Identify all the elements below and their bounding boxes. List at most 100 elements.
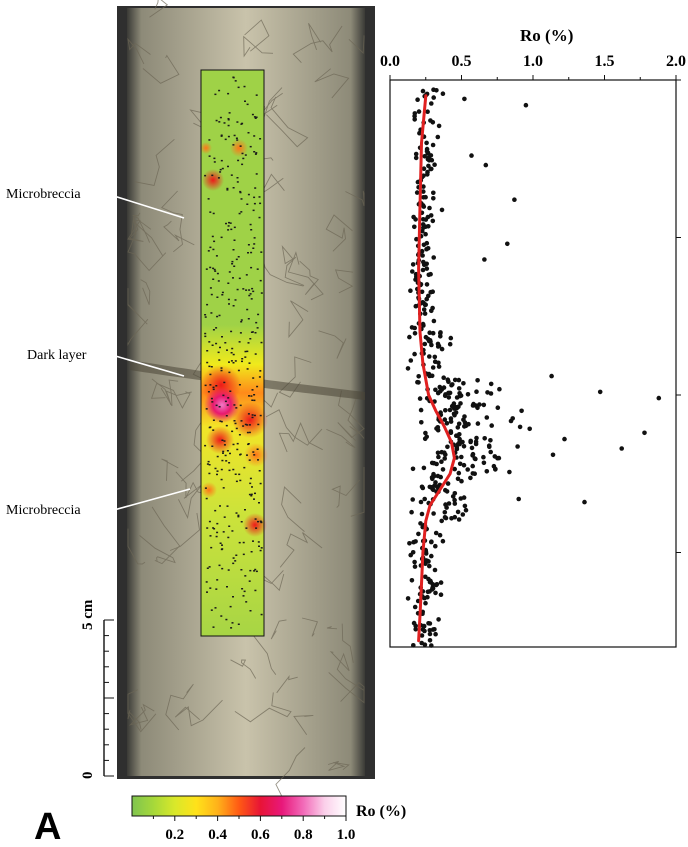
- data-point: [422, 311, 428, 316]
- data-point: [549, 373, 554, 379]
- measurement-point: [254, 518, 257, 520]
- measurement-point: [249, 482, 252, 485]
- data-point: [430, 289, 436, 295]
- measurement-point: [244, 154, 247, 156]
- measurement-point: [213, 240, 216, 243]
- data-point: [412, 604, 418, 610]
- measurement-point: [258, 376, 261, 378]
- measurement-point: [229, 222, 232, 224]
- measurement-point: [253, 202, 256, 205]
- data-point: [412, 331, 418, 336]
- data-point: [439, 387, 445, 392]
- measurement-point: [239, 191, 242, 194]
- measurement-point: [205, 581, 208, 583]
- measurement-point: [238, 384, 241, 386]
- measurement-point: [249, 569, 252, 572]
- data-point: [455, 509, 461, 515]
- measurement-point: [223, 440, 226, 442]
- measurement-point: [207, 198, 210, 200]
- measurement-point: [209, 587, 212, 589]
- measurement-point: [227, 225, 230, 227]
- measurement-point: [210, 366, 213, 368]
- measurement-point: [252, 290, 255, 293]
- annotation-microbreccia-upper: Microbreccia: [6, 187, 81, 202]
- measurement-point: [204, 384, 207, 387]
- measurement-point: [226, 189, 229, 191]
- measurement-point: [231, 430, 234, 433]
- data-point: [452, 501, 458, 506]
- measurement-point: [237, 515, 240, 518]
- measurement-point: [254, 589, 257, 592]
- data-point: [432, 354, 438, 360]
- measurement-point: [224, 138, 227, 141]
- measurement-point: [220, 236, 223, 239]
- data-point: [431, 460, 437, 466]
- measurement-point: [235, 137, 238, 139]
- measurement-point: [227, 165, 229, 168]
- data-point: [512, 197, 517, 202]
- data-point: [439, 449, 445, 455]
- measurement-point: [212, 419, 215, 421]
- measurement-point: [206, 361, 209, 364]
- x-tick-label: 0.5: [452, 53, 472, 70]
- data-point: [426, 272, 432, 278]
- measurement-point: [211, 445, 214, 447]
- colorbar-tick-label: 1.0: [337, 827, 356, 843]
- data-point: [442, 417, 448, 422]
- data-point: [442, 515, 448, 520]
- data-point: [422, 628, 427, 634]
- data-point: [412, 559, 417, 565]
- data-point: [421, 166, 427, 171]
- annotation-microbreccia-lower: Microbreccia: [6, 503, 81, 518]
- measurement-point: [253, 196, 256, 199]
- measurement-point: [237, 369, 240, 372]
- x-tick-label: 1.5: [595, 53, 615, 70]
- measurement-point: [227, 229, 230, 231]
- measurement-point: [220, 159, 223, 162]
- data-point: [440, 91, 446, 96]
- measurement-point: [256, 385, 259, 388]
- data-point: [419, 511, 425, 517]
- measurement-point: [242, 425, 245, 427]
- measurement-point: [208, 520, 211, 523]
- measurement-point: [227, 124, 230, 127]
- data-point: [459, 454, 464, 460]
- colorbar-tick-label: 0.6: [251, 827, 270, 843]
- data-point: [457, 393, 463, 399]
- measurement-point: [253, 454, 256, 456]
- measurement-point: [241, 360, 243, 363]
- measurement-point: [214, 270, 217, 272]
- measurement-point: [238, 212, 241, 215]
- measurement-point: [230, 352, 233, 354]
- data-point: [527, 426, 532, 432]
- measurement-point: [224, 400, 227, 403]
- measurement-point: [255, 94, 258, 96]
- colorbar: 0.2 0.4 0.6 0.8 1.0 Ro (%): [131, 795, 406, 843]
- data-point: [432, 567, 438, 573]
- measurement-point: [215, 327, 218, 329]
- measurement-point: [248, 493, 251, 496]
- data-point: [496, 455, 502, 461]
- measurement-point: [210, 397, 213, 400]
- measurement-point: [237, 159, 240, 162]
- measurement-point: [246, 203, 249, 205]
- measurement-point: [245, 601, 248, 603]
- data-point: [428, 118, 433, 123]
- data-point: [516, 496, 521, 502]
- measurement-point: [205, 497, 208, 500]
- data-point: [427, 631, 433, 637]
- data-point: [405, 366, 411, 371]
- measurement-point: [227, 536, 230, 539]
- data-point: [434, 88, 439, 93]
- data-point: [435, 390, 441, 396]
- measurement-point: [253, 151, 256, 153]
- measurement-point: [236, 181, 239, 183]
- data-point: [426, 163, 431, 169]
- measurement-point: [204, 314, 207, 316]
- measurement-point: [236, 121, 239, 123]
- data-point: [410, 497, 416, 502]
- measurement-point: [213, 268, 216, 271]
- data-point: [411, 214, 416, 220]
- measurement-point: [209, 535, 212, 537]
- measurement-point: [204, 316, 207, 318]
